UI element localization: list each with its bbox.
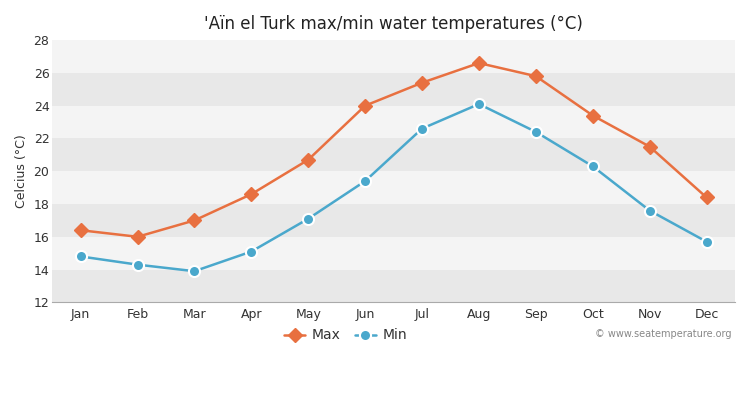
Min <box>76 254 86 259</box>
Min <box>247 249 256 254</box>
Bar <box>53 106 735 138</box>
Max <box>645 144 654 149</box>
Min <box>531 130 540 134</box>
Max <box>418 80 427 85</box>
Max <box>190 218 199 223</box>
Min <box>475 102 484 106</box>
Text: © www.seatemperature.org: © www.seatemperature.org <box>595 329 731 339</box>
Max <box>702 195 711 200</box>
Max <box>475 61 484 66</box>
Bar <box>53 40 735 73</box>
Min <box>190 269 199 274</box>
Bar <box>53 171 735 204</box>
Bar <box>53 270 735 302</box>
Max <box>361 103 370 108</box>
Min <box>133 262 142 267</box>
Min <box>702 239 711 244</box>
Min <box>418 126 427 131</box>
Min <box>588 164 597 169</box>
Min <box>304 216 313 221</box>
Bar <box>53 138 735 171</box>
Line: Max: Max <box>76 58 712 242</box>
Bar <box>53 204 735 237</box>
Max <box>304 157 313 162</box>
Y-axis label: Celcius (°C): Celcius (°C) <box>15 134 28 208</box>
Max <box>588 113 597 118</box>
Legend: Max, Min: Max, Min <box>279 323 412 348</box>
Max <box>76 228 86 233</box>
Bar <box>53 237 735 270</box>
Line: Min: Min <box>75 98 712 277</box>
Max <box>531 74 540 78</box>
Max <box>133 234 142 239</box>
Title: 'Aïn el Turk max/min water temperatures (°C): 'Aïn el Turk max/min water temperatures … <box>204 15 583 33</box>
Min <box>645 208 654 213</box>
Max <box>247 192 256 196</box>
Bar <box>53 73 735 106</box>
Min <box>361 179 370 184</box>
